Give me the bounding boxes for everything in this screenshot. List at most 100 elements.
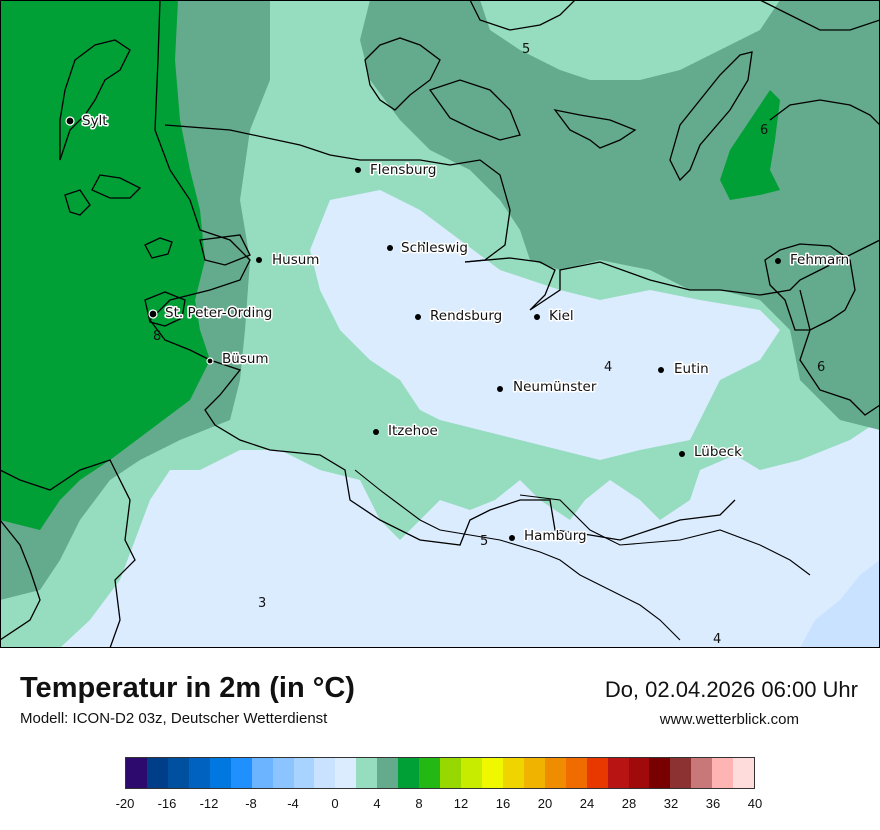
color-scale-segment bbox=[670, 758, 692, 788]
color-scale-segment bbox=[356, 758, 378, 788]
color-scale-tick: -20 bbox=[115, 796, 135, 811]
isoline-label: 8 bbox=[153, 329, 161, 344]
city-schleswig[interactable]: Schleswig bbox=[387, 239, 470, 258]
color-scale-tick: 0 bbox=[331, 796, 339, 811]
city-label: Itzehoe bbox=[388, 423, 438, 439]
color-scale-tick: 8 bbox=[415, 796, 423, 811]
city-label: Fehmarn bbox=[790, 252, 849, 268]
map-title: Temperatur in 2m (in °C) bbox=[20, 672, 355, 704]
color-scale-tick: 20 bbox=[537, 796, 553, 811]
temp-area-interior-cool bbox=[310, 190, 780, 460]
temperature-map: 5 6 4 8 4 6 5 3 4 Sylt Flensburg Schlesw… bbox=[0, 0, 880, 648]
color-scale-ticks: -20 -16 -12 -8 -4 0 4 8 12 16 20 24 28 32 36 40 bbox=[116, 796, 763, 812]
color-scale-segment bbox=[146, 758, 168, 788]
isoline-label: 6 bbox=[817, 360, 825, 375]
color-scale-tick: -8 bbox=[245, 796, 257, 811]
city-eutin[interactable]: Eutin bbox=[658, 360, 710, 379]
color-scale-segment bbox=[628, 758, 650, 788]
isoline-label: 5 bbox=[480, 534, 488, 549]
forecast-datetime: Do, 02.04.2026 06:00 Uhr bbox=[604, 677, 858, 702]
city-label: Hamburg bbox=[524, 528, 587, 544]
city-label: St. Peter-Ording bbox=[165, 305, 272, 321]
temp-area-6to8-baltic-inner bbox=[480, 0, 780, 80]
color-scale-tick: -12 bbox=[199, 796, 219, 811]
city-label: Sylt bbox=[82, 113, 108, 129]
color-scale-segment bbox=[314, 758, 336, 788]
color-scale-segment bbox=[230, 758, 252, 788]
color-scale-tick: 36 bbox=[705, 796, 721, 811]
color-scale-tick: 32 bbox=[663, 796, 679, 811]
city-neumuenster[interactable]: Neumünster bbox=[497, 378, 598, 397]
city-label: Husum bbox=[272, 252, 319, 268]
color-scale-segment bbox=[733, 758, 755, 788]
isoline-label: 6 bbox=[760, 123, 768, 138]
color-scale-segment bbox=[565, 758, 587, 788]
color-scale-segment bbox=[126, 758, 147, 788]
city-rendsburg[interactable]: Rendsburg bbox=[415, 307, 504, 326]
color-scale-tick: -4 bbox=[287, 796, 299, 811]
city-kiel[interactable]: Kiel bbox=[534, 307, 575, 326]
color-scale-segment bbox=[377, 758, 399, 788]
color-scale-segment bbox=[607, 758, 629, 788]
city-label: Flensburg bbox=[370, 162, 436, 178]
isoline-label: 3 bbox=[258, 596, 266, 611]
color-scale-segment bbox=[251, 758, 273, 788]
color-scale-tick: 40 bbox=[747, 796, 763, 811]
city-label: Lübeck bbox=[694, 444, 742, 460]
isoline-labels: 5 6 4 8 4 6 5 3 4 bbox=[153, 42, 825, 647]
website-link[interactable]: www.wetterblick.com bbox=[659, 711, 799, 728]
color-scale-tick: 16 bbox=[495, 796, 511, 811]
city-hamburg[interactable]: Hamburg bbox=[509, 527, 588, 546]
city-flensburg[interactable]: Flensburg bbox=[355, 161, 438, 180]
color-scale-segment bbox=[461, 758, 482, 788]
color-scale-segment bbox=[419, 758, 441, 788]
color-scale-segment bbox=[398, 758, 420, 788]
city-label: Schleswig bbox=[401, 240, 468, 256]
isoline-label: 5 bbox=[522, 42, 530, 57]
color-scale-tick: -16 bbox=[157, 796, 177, 811]
city-label: Kiel bbox=[549, 308, 574, 324]
coastlines bbox=[0, 0, 880, 648]
city-label: Neumünster bbox=[513, 379, 597, 395]
color-scale-tick: 24 bbox=[579, 796, 595, 811]
color-scale-segment bbox=[691, 758, 713, 788]
temp-area-8to10-baltic bbox=[720, 90, 780, 200]
city-buesum[interactable]: Büsum bbox=[206, 350, 270, 369]
city-label: Rendsburg bbox=[430, 308, 502, 324]
color-scale-segment bbox=[272, 758, 294, 788]
color-scale-segment bbox=[523, 758, 545, 788]
color-scale-segment bbox=[293, 758, 315, 788]
color-scale bbox=[125, 757, 755, 789]
color-scale-tick: 4 bbox=[373, 796, 381, 811]
color-scale-segment bbox=[586, 758, 608, 788]
city-itzehoe[interactable]: Itzehoe bbox=[373, 422, 439, 441]
temp-area-south-cool bbox=[60, 470, 720, 648]
color-scale-segment bbox=[440, 758, 461, 788]
color-scale-segment bbox=[481, 758, 503, 788]
color-scale-segment bbox=[502, 758, 524, 788]
color-scale-segment bbox=[167, 758, 189, 788]
city-luebeck[interactable]: Lübeck bbox=[679, 443, 744, 462]
color-scale-segment bbox=[188, 758, 210, 788]
city-st-peter-ording[interactable]: St. Peter-Ording bbox=[148, 304, 274, 323]
color-scale-segment bbox=[649, 758, 671, 788]
temp-area-8to10-northsea bbox=[0, 0, 210, 530]
temp-area-cold bbox=[800, 560, 880, 648]
isoline-label: 4 bbox=[604, 360, 612, 375]
color-scale-segment bbox=[209, 758, 231, 788]
color-scale-segment bbox=[712, 758, 734, 788]
city-husum[interactable]: Husum bbox=[256, 251, 321, 270]
isoline-label: 4 bbox=[713, 632, 721, 647]
color-scale-segment bbox=[544, 758, 566, 788]
temp-area-6to8-baltic bbox=[360, 0, 880, 430]
color-scale-tick: 12 bbox=[453, 796, 469, 811]
city-label: Eutin bbox=[674, 361, 709, 377]
color-scale-segment bbox=[335, 758, 357, 788]
city-markers: Sylt Flensburg Schleswig Husum St. Peter… bbox=[65, 112, 851, 546]
city-fehmarn[interactable]: Fehmarn bbox=[775, 251, 851, 270]
color-scale-tick: 28 bbox=[621, 796, 637, 811]
city-sylt[interactable]: Sylt bbox=[65, 112, 109, 131]
borders bbox=[354, 469, 811, 641]
model-info: Modell: ICON-D2 03z, Deutscher Wetterdie… bbox=[20, 710, 328, 727]
isoline-label: 4 bbox=[419, 241, 427, 256]
